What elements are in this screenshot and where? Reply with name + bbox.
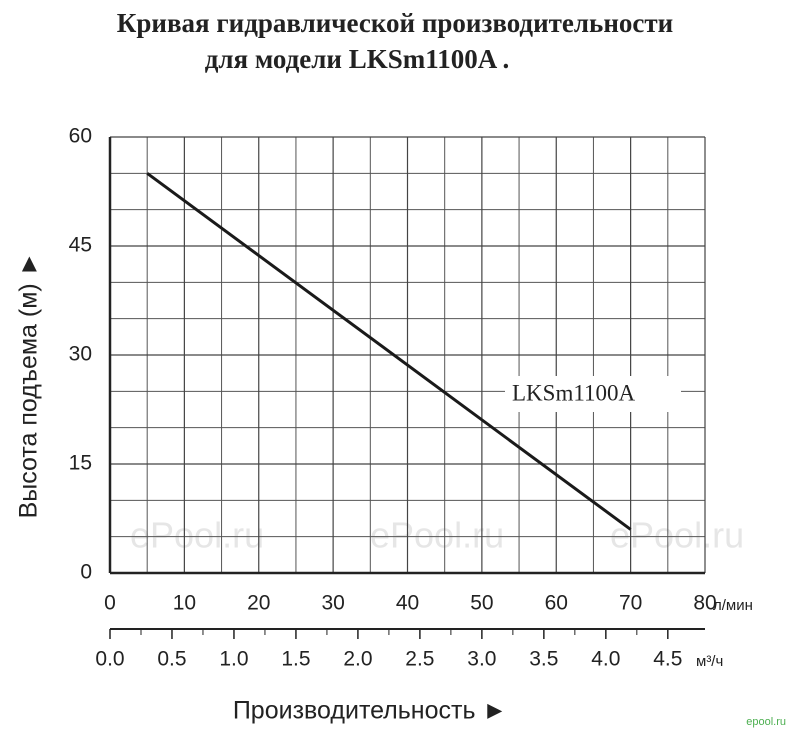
- y-tick-label: 30: [69, 343, 92, 366]
- x2-tick-label: 0.0: [95, 648, 124, 671]
- x-tick-label: 80: [693, 592, 716, 615]
- y-axis-label: Высота подъема (м) ►: [15, 252, 43, 519]
- x-axis-label: Производительность ►: [233, 697, 507, 725]
- x-tick-label: 50: [470, 592, 493, 615]
- watermark: ePool.ru: [610, 515, 744, 556]
- y-tick-label: 0: [80, 561, 92, 584]
- x-tick-label: 0: [104, 592, 116, 615]
- x2-tick-label: 4.5: [653, 648, 682, 671]
- series-line: [146, 172, 632, 531]
- x-tick-label: 20: [247, 592, 270, 615]
- y-tick-label: 15: [69, 452, 92, 475]
- x2-tick-label: 0.5: [157, 648, 186, 671]
- series-label: LKSm1100A: [512, 380, 635, 405]
- x-tick-label: 10: [173, 592, 196, 615]
- chart-subtitle: для модели LKSm1100A .: [205, 44, 510, 74]
- x-tick-label: 70: [619, 592, 642, 615]
- chart-title: Кривая гидравлической производительности: [117, 8, 673, 38]
- x-tick-label: 40: [396, 592, 419, 615]
- x2-tick-label: 1.0: [219, 648, 248, 671]
- watermark: ePool.ru: [370, 515, 504, 556]
- x2-tick-label: 2.5: [405, 648, 434, 671]
- x2-tick-label: 1.5: [281, 648, 310, 671]
- x-tick-label: 30: [321, 592, 344, 615]
- watermark: ePool.ru: [130, 515, 264, 556]
- x2-tick-label: 3.5: [529, 648, 558, 671]
- y-tick-label: 60: [69, 125, 92, 148]
- x2-tick-label: 4.0: [591, 648, 620, 671]
- x-tick-label: 60: [545, 592, 568, 615]
- x2-tick-label: 2.0: [343, 648, 372, 671]
- series-label-box: [505, 376, 681, 412]
- logo: epool.ru: [746, 716, 786, 728]
- y-tick-label: 45: [69, 234, 92, 257]
- x2-unit: м³/ч: [696, 653, 723, 670]
- x2-tick-label: 3.0: [467, 648, 496, 671]
- x-unit: л/мин: [713, 597, 753, 614]
